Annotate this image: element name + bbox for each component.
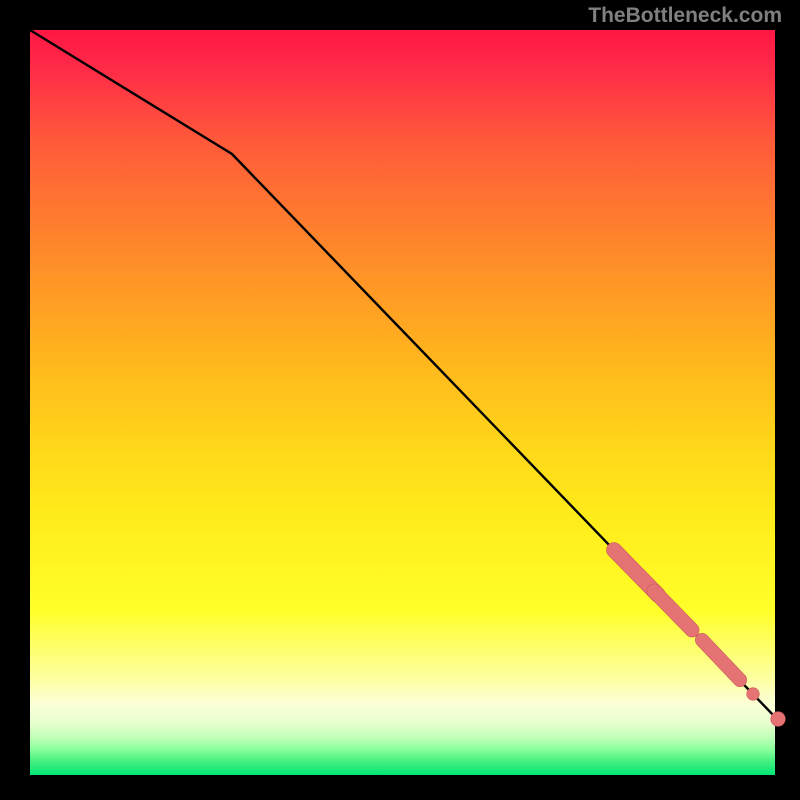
plot-area bbox=[30, 30, 775, 775]
marker-dot bbox=[747, 688, 759, 700]
marker-dot bbox=[771, 712, 785, 726]
chart-canvas bbox=[0, 0, 800, 800]
watermark-text: TheBottleneck.com bbox=[588, 4, 782, 28]
